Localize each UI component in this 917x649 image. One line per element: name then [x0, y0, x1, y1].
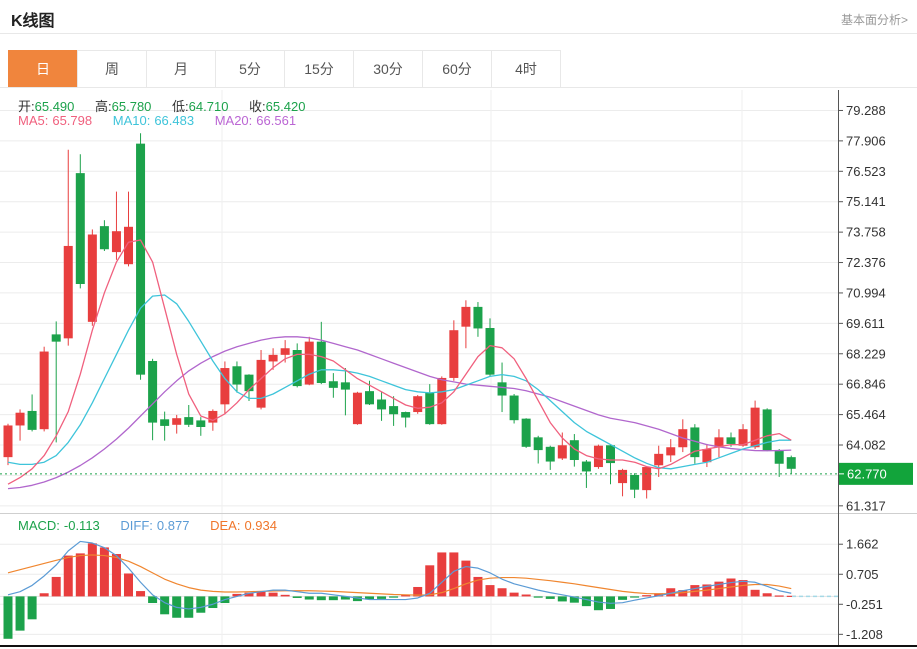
close-value: 收:65.420 [249, 99, 306, 114]
svg-text:73.758: 73.758 [846, 225, 886, 240]
macd-value: MACD: -0.113 [18, 518, 100, 533]
diff-value: DIFF: 0.877 [120, 518, 190, 533]
axis-layer: 79.288 77.906 76.523 75.141 73.758 72.376 70.9… [0, 90, 917, 647]
svg-text:68.229: 68.229 [846, 346, 886, 361]
svg-text:70.994: 70.994 [846, 285, 886, 300]
tab-30分[interactable]: 30分 [353, 50, 423, 88]
svg-text:-1.208: -1.208 [846, 627, 883, 642]
svg-text:61.317: 61.317 [846, 498, 886, 513]
tabbar-divider [0, 87, 917, 88]
ma5-value: MA5: 65.798 [18, 113, 93, 128]
low-value: 低:64.710 [172, 99, 229, 114]
tab-周[interactable]: 周 [77, 50, 147, 88]
header-divider [0, 33, 917, 34]
candles-layer [3, 133, 796, 499]
svg-text:77.906: 77.906 [846, 133, 886, 148]
ma20-value: MA20: 66.561 [214, 113, 297, 128]
svg-text:-0.251: -0.251 [846, 597, 883, 612]
macd-layer [3, 540, 796, 639]
open-value: 开:65.490 [18, 99, 75, 114]
svg-text:72.376: 72.376 [846, 255, 886, 270]
grid-layer [0, 90, 838, 645]
tab-日[interactable]: 日 [8, 50, 78, 88]
overlay-layer [0, 473, 838, 598]
fundamental-analysis-link[interactable]: 基本面分析> [840, 13, 908, 27]
tab-5分[interactable]: 5分 [215, 50, 285, 88]
svg-text:1.662: 1.662 [846, 537, 879, 552]
ohlc-legend: 开:65.490 高:65.780 低:64.710 收:65.420 [18, 96, 322, 115]
high-value: 高:65.780 [95, 99, 152, 114]
tab-60分[interactable]: 60分 [422, 50, 492, 88]
svg-text:79.288: 79.288 [846, 103, 886, 118]
ma-legend: MA5: 65.798 MA10: 66.483 MA20: 66.561 [18, 113, 313, 128]
tab-15分[interactable]: 15分 [284, 50, 354, 88]
period-tab-bar: 日周月 5分 15分 30分 60分 4时 [8, 50, 561, 88]
ma-lines-layer [7, 239, 792, 490]
page-title: K线图 [11, 13, 55, 30]
svg-text:65.464: 65.464 [846, 407, 886, 422]
svg-text:76.523: 76.523 [846, 164, 886, 179]
current-price-badge [839, 462, 913, 485]
svg-text:0.705: 0.705 [846, 567, 879, 582]
tab-4时[interactable]: 4时 [491, 50, 561, 88]
svg-text:75.141: 75.141 [846, 194, 886, 209]
svg-text:69.611: 69.611 [846, 316, 885, 331]
svg-text:66.846: 66.846 [846, 377, 886, 392]
current-price-label: 62.770 [847, 466, 887, 481]
tab-月[interactable]: 月 [146, 50, 216, 88]
dea-value: DEA: 0.934 [210, 518, 277, 533]
ma10-value: MA10: 66.483 [112, 113, 195, 128]
macd-legend: MACD: -0.113 DIFF: 0.877 DEA: 0.934 [18, 518, 294, 533]
svg-text:64.082: 64.082 [846, 438, 886, 453]
